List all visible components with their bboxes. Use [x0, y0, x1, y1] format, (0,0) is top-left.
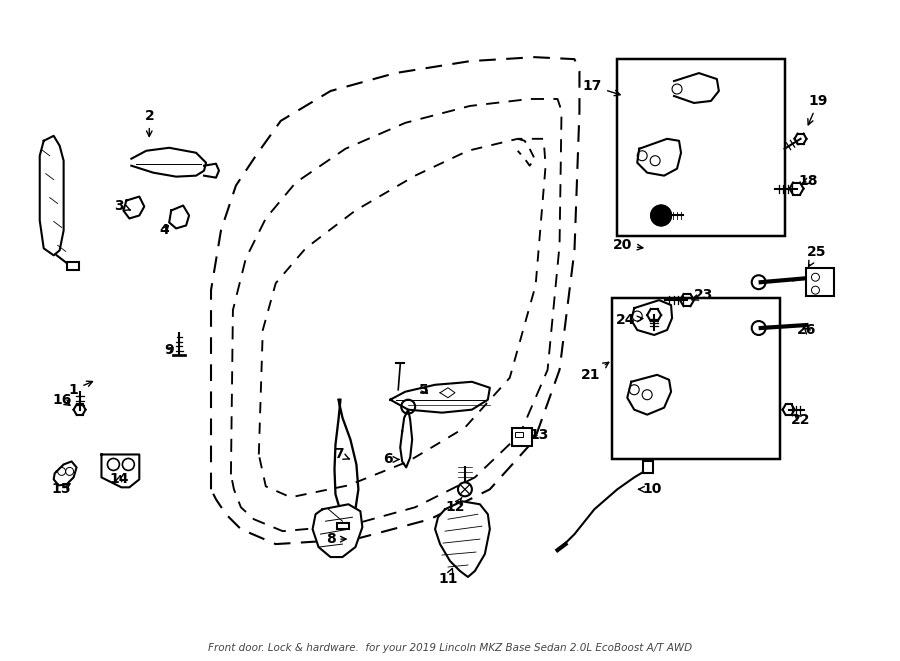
- Polygon shape: [102, 455, 140, 487]
- Text: 1: 1: [68, 381, 93, 397]
- Polygon shape: [312, 504, 363, 557]
- Polygon shape: [674, 73, 719, 103]
- Text: 7: 7: [334, 447, 349, 461]
- Text: 16: 16: [52, 393, 71, 407]
- Circle shape: [652, 206, 671, 225]
- Polygon shape: [631, 300, 672, 335]
- Text: 2: 2: [144, 109, 154, 136]
- Text: 17: 17: [582, 79, 620, 96]
- Text: 23: 23: [691, 288, 714, 302]
- Text: 5: 5: [419, 383, 429, 397]
- Text: 25: 25: [806, 245, 826, 266]
- Polygon shape: [637, 139, 681, 176]
- Text: 10: 10: [639, 483, 662, 496]
- Polygon shape: [435, 501, 490, 577]
- Polygon shape: [131, 148, 206, 176]
- Text: 20: 20: [613, 239, 643, 253]
- Bar: [512, 428, 532, 446]
- Bar: [644, 461, 653, 473]
- Text: 4: 4: [159, 223, 169, 237]
- Polygon shape: [40, 136, 64, 255]
- Text: 6: 6: [383, 453, 399, 467]
- Text: 18: 18: [798, 174, 818, 188]
- Text: 14: 14: [110, 473, 129, 486]
- Text: 15: 15: [52, 483, 71, 496]
- Bar: [67, 262, 78, 270]
- Polygon shape: [169, 206, 189, 229]
- Text: 24: 24: [616, 313, 643, 327]
- Bar: [612, 298, 779, 459]
- Text: 12: 12: [446, 498, 464, 514]
- Text: 21: 21: [580, 362, 608, 382]
- Text: Front door. Lock & hardware.  for your 2019 Lincoln MKZ Base Sedan 2.0L EcoBoost: Front door. Lock & hardware. for your 20…: [208, 643, 692, 653]
- Bar: [338, 524, 349, 529]
- Text: 3: 3: [114, 198, 130, 213]
- Polygon shape: [123, 196, 144, 219]
- Polygon shape: [627, 375, 671, 414]
- Text: 19: 19: [808, 94, 828, 125]
- Text: 11: 11: [438, 568, 458, 586]
- Text: 13: 13: [530, 428, 549, 442]
- Polygon shape: [54, 461, 76, 485]
- Bar: [617, 59, 785, 237]
- Text: 9: 9: [165, 343, 174, 357]
- Text: 22: 22: [791, 412, 810, 426]
- Bar: [806, 268, 834, 296]
- Bar: [515, 432, 523, 436]
- Polygon shape: [391, 382, 490, 412]
- Text: 8: 8: [326, 532, 346, 546]
- Text: 26: 26: [796, 323, 816, 337]
